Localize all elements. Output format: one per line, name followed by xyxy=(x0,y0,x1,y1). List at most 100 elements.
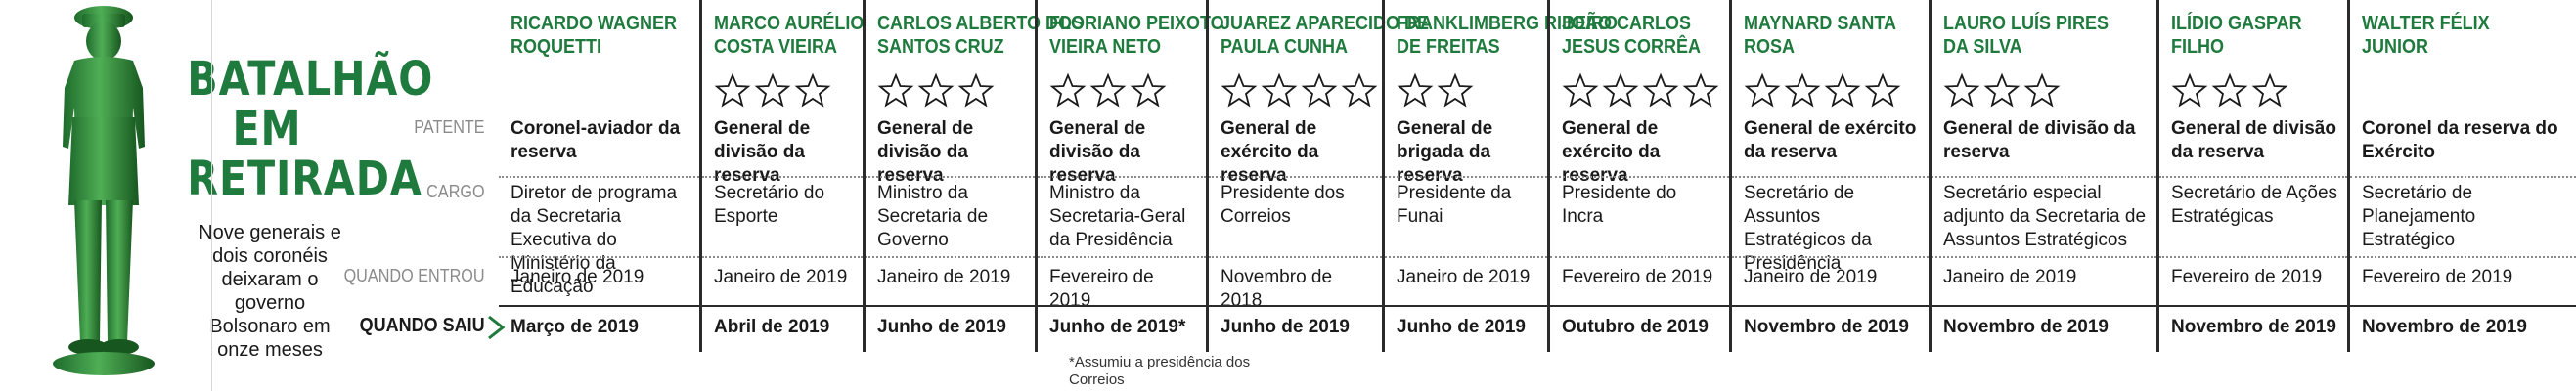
row-divider xyxy=(2159,176,2347,178)
person-patente: General de brigada da reserva xyxy=(1397,118,1493,186)
person-column: JUAREZ APARECIDO DE PAULA CUNHA General de… xyxy=(1206,0,1429,352)
star-icon xyxy=(1682,72,1719,108)
row-divider xyxy=(702,305,863,307)
person-patente: Coronel-aviador da reserva xyxy=(511,118,681,162)
row-divider xyxy=(1932,305,2156,307)
rank-stars xyxy=(1562,72,1719,111)
row-divider xyxy=(866,256,1035,258)
person-saiu: Junho de 2019* xyxy=(1049,317,1186,337)
row-divider xyxy=(866,176,1035,178)
person-column: WALTER FÉLIX JUNIOR Coronel da reserva do … xyxy=(2347,0,2576,352)
person-cargo: Secretário de Ações Estratégicas xyxy=(2171,183,2338,227)
person-column: CARLOS ALBERTO DOS SANTOS CRUZ General de … xyxy=(863,0,1084,352)
person-column: FRANKLIMBERG RIBEIRO DE FREITAS General de… xyxy=(1382,0,1618,352)
rank-stars xyxy=(1943,72,2061,111)
row-divider xyxy=(1038,176,1206,178)
person-patente: General de exército da reserva xyxy=(1744,118,1917,162)
row-divider xyxy=(1550,305,1729,307)
person-name: FLORIANO PEIXOTO VIEIRA NETO xyxy=(1049,13,1224,58)
person-name: JOÃO CARLOS JESUS CORRÊA xyxy=(1562,13,1702,58)
person-name: WALTER FÉLIX JUNIOR xyxy=(2362,13,2490,58)
row-divider xyxy=(499,256,699,258)
person-cargo: Presidente dos Correios xyxy=(1221,183,1345,227)
title-divider xyxy=(211,0,212,391)
rank-stars xyxy=(1744,72,1901,111)
person-entrou: Janeiro de 2019 xyxy=(877,267,1011,287)
row-divider xyxy=(1038,256,1206,258)
star-icon xyxy=(1261,72,1298,108)
row-divider xyxy=(1209,256,1382,258)
person-cargo: Presidente do Incra xyxy=(1562,183,1677,227)
star-icon xyxy=(1602,72,1639,108)
rank-stars xyxy=(1397,72,1474,111)
star-icon xyxy=(1642,72,1679,108)
star-icon xyxy=(2023,72,2061,108)
row-label-cargo: CARGO xyxy=(426,182,485,201)
star-icon xyxy=(794,72,831,108)
person-cargo: Ministro da Secretaria-Geral da Presidên… xyxy=(1049,183,1186,250)
star-icon xyxy=(1049,72,1087,108)
row-divider xyxy=(1732,305,1929,307)
row-divider xyxy=(866,305,1035,307)
person-name: MARCO AURÉLIO COSTA VIEIRA xyxy=(714,13,865,58)
person-saiu: Novembro de 2019 xyxy=(2171,317,2336,337)
person-patente: General de divisão da reserva xyxy=(877,118,974,186)
person-column: RICARDO WAGNER ROQUETTI Coronel-aviador da… xyxy=(499,0,699,352)
star-icon xyxy=(1943,72,1980,108)
person-patente: General de exército da reserva xyxy=(1562,118,1661,186)
row-divider xyxy=(499,176,699,178)
star-icon xyxy=(1864,72,1901,108)
row-divider xyxy=(1550,256,1729,258)
person-entrou: Janeiro de 2019 xyxy=(1744,267,1878,287)
star-icon xyxy=(877,72,914,108)
person-column: FLORIANO PEIXOTO VIEIRA NETO General de di… xyxy=(1035,0,1224,352)
row-divider xyxy=(1209,305,1382,307)
person-entrou: Janeiro de 2019 xyxy=(511,267,644,287)
person-patente: General de divisão da reserva xyxy=(714,118,811,186)
infographic-subtitle: Nove generais e dois coronéis deixaram o… xyxy=(199,222,341,361)
row-divider xyxy=(2159,305,2347,307)
row-divider xyxy=(1932,256,2156,258)
star-icon xyxy=(2171,72,2208,108)
person-column: LAURO LUÍS PIRES DA SILVA General de divis… xyxy=(1929,0,2156,352)
person-cargo: Presidente da Funai xyxy=(1397,183,1512,227)
person-saiu: Novembro de 2019 xyxy=(1744,317,1909,337)
star-icon xyxy=(1130,72,1167,108)
star-icon xyxy=(1341,72,1378,108)
rank-stars xyxy=(2171,72,2288,111)
row-divider xyxy=(1038,305,1206,307)
person-column: MAYNARD SANTA ROSA General de exército da … xyxy=(1729,0,1929,352)
star-icon xyxy=(1784,72,1821,108)
star-icon xyxy=(714,72,751,108)
person-patente: General de divisão da reserva xyxy=(1943,118,2136,162)
row-divider xyxy=(1385,176,1547,178)
person-entrou: Janeiro de 2019 xyxy=(1397,267,1531,287)
row-divider xyxy=(2350,176,2576,178)
row-label-quando-entrou: QUANDO ENTROU xyxy=(343,266,485,285)
footnote: *Assumiu a presidência dos Correios xyxy=(1069,354,1251,388)
person-cargo: Secretário de Planejamento Estratégico xyxy=(2362,183,2476,250)
star-icon xyxy=(1089,72,1127,108)
star-icon xyxy=(754,72,791,108)
person-patente: Coronel da reserva do Exército xyxy=(2362,118,2558,162)
star-icon xyxy=(1562,72,1599,108)
row-divider xyxy=(2350,256,2576,258)
person-cargo: Ministro da Secretaria de Governo xyxy=(877,183,989,250)
person-saiu: Outubro de 2019 xyxy=(1562,317,1709,337)
star-icon xyxy=(1983,72,2021,108)
person-saiu: Junho de 2019 xyxy=(877,317,1006,337)
row-divider xyxy=(1209,176,1382,178)
star-icon xyxy=(957,72,995,108)
person-saiu: Novembro de 2019 xyxy=(2362,317,2527,337)
person-entrou: Fevereiro de 2019 xyxy=(2171,267,2323,287)
star-icon xyxy=(2251,72,2288,108)
star-icon xyxy=(2211,72,2248,108)
row-label-patente: PATENTE xyxy=(414,117,485,137)
row-divider xyxy=(2159,256,2347,258)
person-cargo: Secretário de Assuntos Estratégicos da P… xyxy=(1744,183,1872,274)
chevron-right-icon xyxy=(488,315,506,340)
row-divider xyxy=(1732,256,1929,258)
person-entrou: Fevereiro de 2019 xyxy=(2362,267,2513,287)
person-cargo: Secretário especial adjunto da Secretari… xyxy=(1943,183,2147,250)
person-name: FRANKLIMBERG RIBEIRO DE FREITAS xyxy=(1397,13,1618,58)
